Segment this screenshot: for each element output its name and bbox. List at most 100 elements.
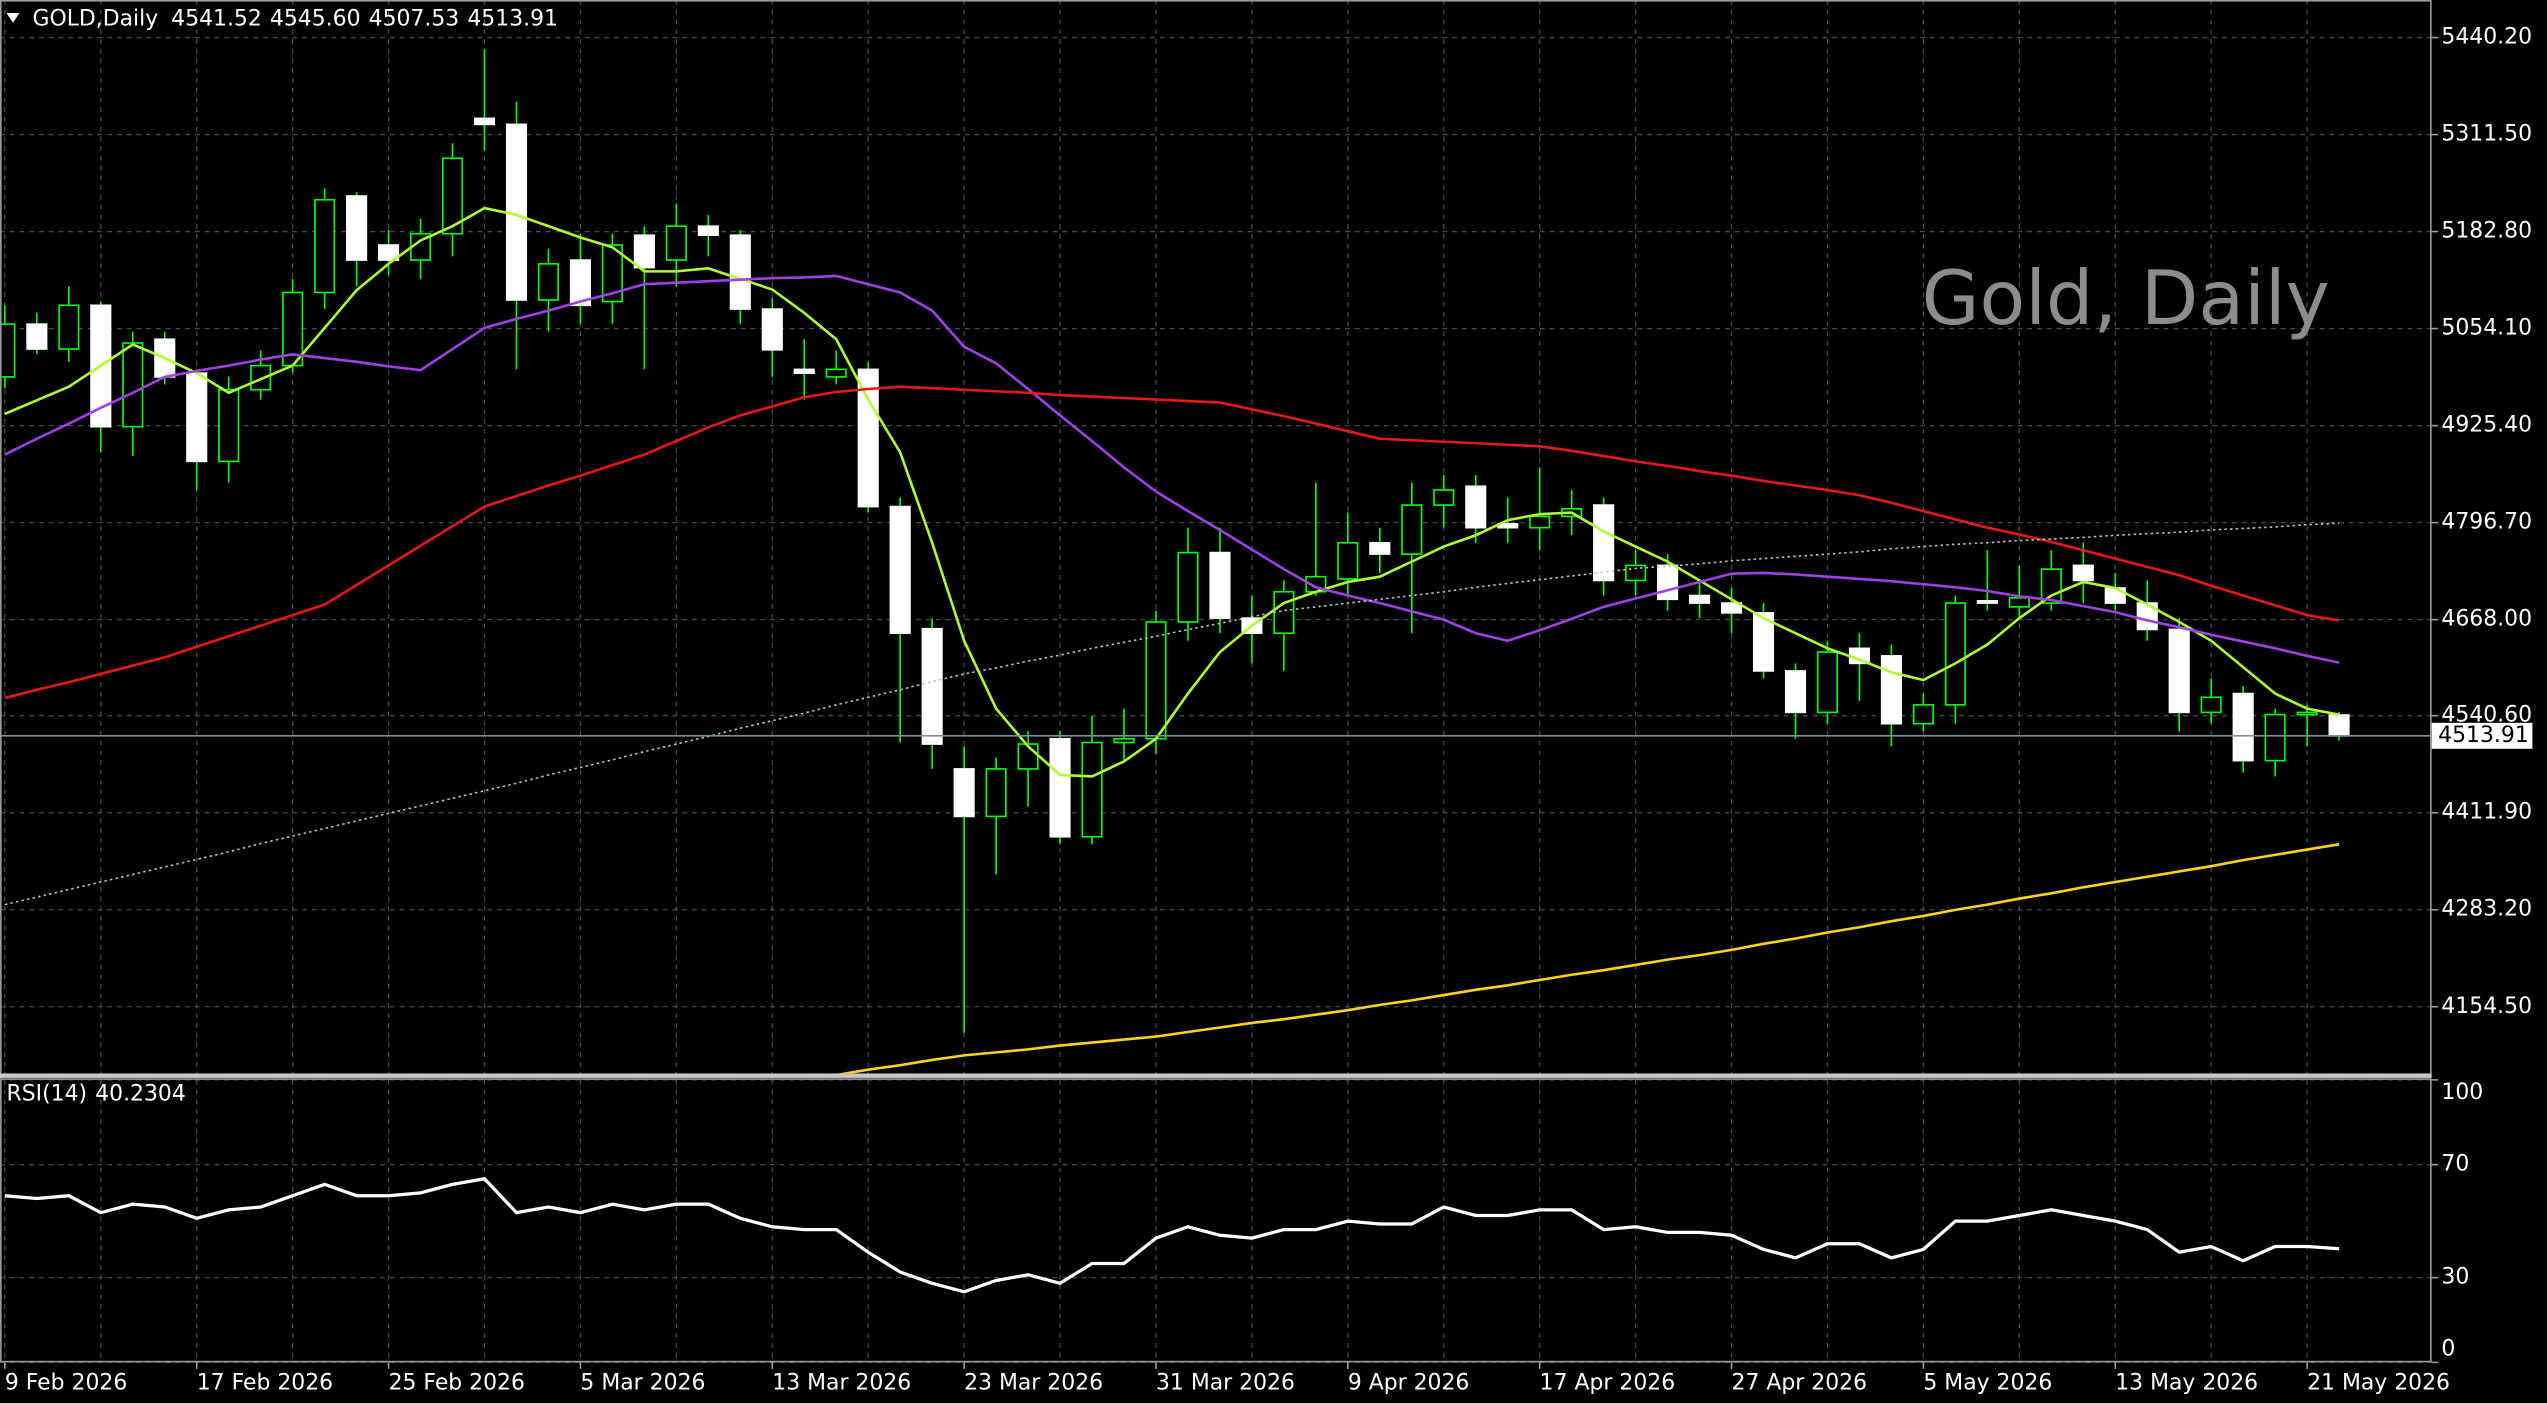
candle-body bbox=[2328, 714, 2350, 737]
candle-body bbox=[58, 304, 80, 350]
x-tick-label: 5 Mar 2026 bbox=[580, 1371, 705, 1396]
candle-body bbox=[537, 263, 560, 301]
x-tick-label: 21 May 2026 bbox=[2307, 1371, 2450, 1396]
candle-body bbox=[0, 323, 16, 378]
candle-body bbox=[1369, 541, 1391, 555]
rsi-y-tick-label: 0 bbox=[2441, 1336, 2455, 1361]
candle-body bbox=[1944, 602, 1966, 706]
y-tick-label: 4154.50 bbox=[2441, 994, 2532, 1019]
candle-body bbox=[1049, 737, 1071, 838]
candle-body bbox=[2008, 596, 2030, 608]
candle-body bbox=[1401, 504, 1423, 555]
moving-average-line bbox=[4, 274, 2340, 664]
candle-body bbox=[1880, 655, 1902, 725]
candle-body bbox=[346, 195, 368, 261]
rsi-y-tick-label: 30 bbox=[2441, 1265, 2469, 1290]
x-tick-label: 23 Mar 2026 bbox=[964, 1371, 1103, 1396]
header-low: 4507.53 bbox=[369, 6, 460, 31]
candle-body bbox=[1529, 515, 1551, 529]
candle-body bbox=[2264, 713, 2286, 762]
candle-body bbox=[985, 768, 1007, 818]
current-price-box bbox=[2431, 722, 2533, 749]
candle-body bbox=[250, 364, 272, 391]
candle-body bbox=[1145, 621, 1167, 740]
candle-body bbox=[889, 505, 911, 635]
header-open: 4541.52 bbox=[171, 6, 262, 31]
moving-average-line bbox=[836, 843, 2340, 1077]
x-tick-label: 9 Apr 2026 bbox=[1348, 1371, 1470, 1396]
candle-body bbox=[473, 117, 496, 126]
candle-body bbox=[1689, 594, 1711, 604]
candle-body bbox=[1081, 741, 1103, 838]
x-tick-label: 27 Apr 2026 bbox=[1732, 1371, 1867, 1396]
rsi-title: RSI(14) 40.2304 bbox=[6, 1081, 185, 1106]
candle-body bbox=[1337, 541, 1359, 580]
candle-body bbox=[1752, 612, 1775, 672]
candle-body bbox=[569, 259, 591, 307]
rsi-frame bbox=[0, 1078, 2432, 1363]
candle-body bbox=[729, 234, 751, 310]
x-tick-label: 13 Mar 2026 bbox=[772, 1371, 911, 1396]
x-tick-label: 5 May 2026 bbox=[1923, 1371, 2052, 1396]
candle-body bbox=[2072, 564, 2094, 582]
candle-body bbox=[2168, 628, 2190, 714]
candle-body bbox=[218, 388, 240, 463]
candle-body bbox=[2136, 602, 2158, 631]
candle-body bbox=[793, 368, 815, 374]
candles bbox=[0, 48, 2350, 1033]
indicator-lines bbox=[0, 206, 2432, 1294]
y-tick-label: 4668.00 bbox=[2441, 607, 2532, 632]
candle-body bbox=[1912, 704, 1934, 725]
candle-body bbox=[1209, 551, 1231, 619]
y-tick-label: 4283.20 bbox=[2441, 897, 2532, 922]
watermark-title: Gold, Daily bbox=[1922, 255, 2330, 342]
y-tick-label: 4411.90 bbox=[2441, 800, 2532, 825]
x-tick-label: 17 Feb 2026 bbox=[197, 1371, 333, 1396]
candle-body bbox=[1784, 670, 1807, 714]
candle-body bbox=[953, 768, 975, 818]
x-tick-label: 17 Apr 2026 bbox=[1540, 1371, 1675, 1396]
y-tick-label: 5311.50 bbox=[2441, 122, 2532, 147]
y-tick-label: 4796.70 bbox=[2441, 510, 2532, 535]
rsi-last-value: 40.2304 bbox=[95, 1081, 186, 1106]
y-tick-label: 5054.10 bbox=[2441, 316, 2532, 341]
candle-body bbox=[26, 323, 48, 350]
header: GOLD,Daily 4541.52 4545.60 4507.53 4513.91 bbox=[32, 6, 558, 31]
candle-body bbox=[1720, 602, 1743, 614]
candle-body bbox=[186, 372, 208, 463]
candle-body bbox=[601, 244, 623, 303]
moving-average-line bbox=[4, 522, 2340, 906]
candle-body bbox=[2296, 711, 2318, 716]
symbol: GOLD,Daily bbox=[32, 6, 158, 31]
candle-body bbox=[633, 234, 655, 269]
x-tick-label: 13 May 2026 bbox=[2115, 1371, 2258, 1396]
candle-body bbox=[1113, 737, 1135, 744]
candle-body bbox=[921, 627, 943, 745]
candle-body bbox=[857, 368, 879, 508]
rsi-line bbox=[4, 1176, 2340, 1294]
candle-body bbox=[2232, 692, 2254, 762]
rsi-y-tick-label: 70 bbox=[2441, 1152, 2469, 1177]
candle-body bbox=[1273, 590, 1295, 635]
header-high: 4545.60 bbox=[270, 6, 361, 31]
candle-body bbox=[1433, 489, 1455, 506]
x-tick-label: 9 Feb 2026 bbox=[5, 1371, 127, 1396]
x-tick-label: 31 Mar 2026 bbox=[1156, 1371, 1295, 1396]
header-arrow bbox=[6, 12, 20, 23]
candle-body bbox=[1177, 551, 1199, 623]
candle-body bbox=[1593, 504, 1615, 582]
moving-average-line bbox=[4, 206, 2340, 778]
candle-body bbox=[1465, 485, 1487, 529]
current-price-label: 4513.91 bbox=[2438, 723, 2529, 748]
moving-average-line bbox=[4, 385, 2340, 700]
y-tick-label: 4925.40 bbox=[2441, 413, 2532, 438]
candle-body bbox=[1816, 651, 1839, 714]
y-tick-label: 5440.20 bbox=[2441, 25, 2532, 50]
labels: 9 Feb 2026 17 Feb 2026 25 Feb 2026 5 Mar 20… bbox=[4, 25, 2533, 1396]
candle-body bbox=[665, 225, 687, 261]
candle-body bbox=[697, 225, 719, 237]
x-tick-label: 25 Feb 2026 bbox=[389, 1371, 525, 1396]
